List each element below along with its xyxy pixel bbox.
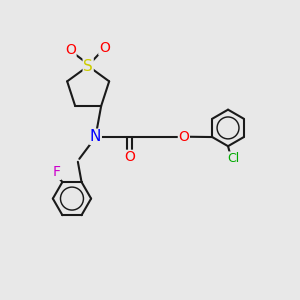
Text: O: O xyxy=(65,43,76,57)
Text: O: O xyxy=(178,130,189,144)
Text: F: F xyxy=(53,165,61,179)
Text: O: O xyxy=(124,150,135,164)
Text: Cl: Cl xyxy=(227,152,239,165)
Text: S: S xyxy=(83,58,93,74)
Text: N: N xyxy=(90,129,101,144)
Text: O: O xyxy=(99,41,110,55)
